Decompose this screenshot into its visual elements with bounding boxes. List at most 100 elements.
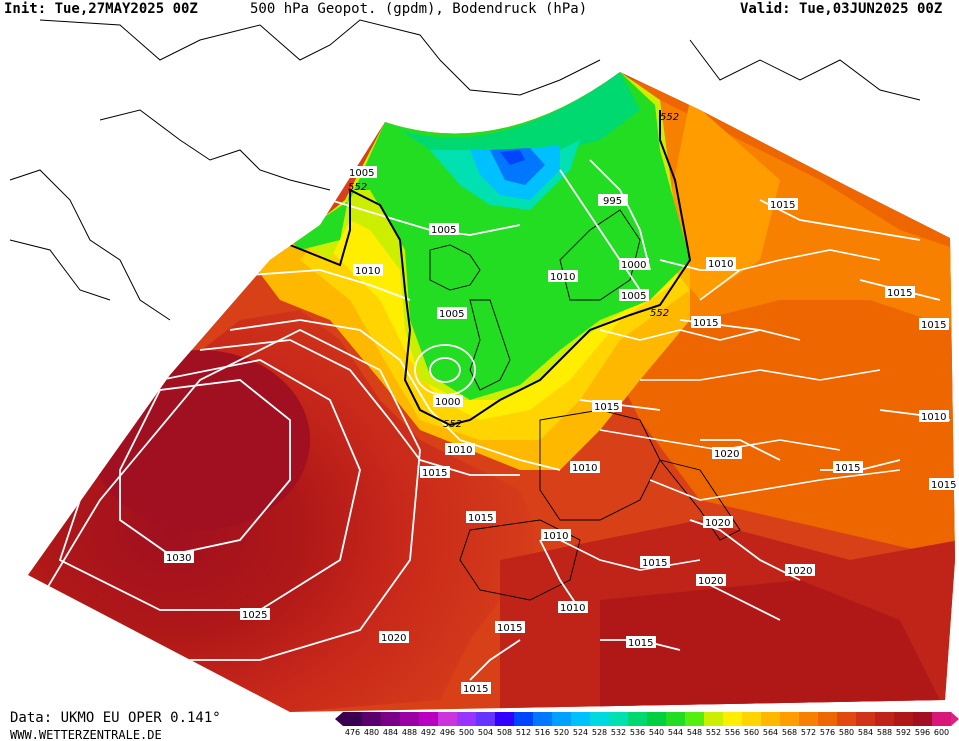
colorbar-label: 500 bbox=[458, 728, 475, 737]
gpdm-label: 552 bbox=[660, 112, 679, 123]
isobar-label: 1015 bbox=[833, 461, 863, 474]
svg-text:1000: 1000 bbox=[621, 260, 646, 271]
svg-text:1020: 1020 bbox=[381, 633, 406, 644]
svg-text:1005: 1005 bbox=[621, 291, 646, 302]
italy-outline bbox=[658, 459, 741, 541]
isobar-label: 1000 bbox=[433, 395, 463, 408]
svg-text:1010: 1010 bbox=[572, 463, 597, 474]
isobar-label: 1015 bbox=[768, 198, 798, 211]
colorbar-swatch bbox=[438, 712, 458, 726]
isobar-label: 1030 bbox=[164, 551, 194, 564]
svg-text:1015: 1015 bbox=[497, 623, 522, 634]
svg-text:1020: 1020 bbox=[698, 576, 723, 587]
colorbar-label: 532 bbox=[610, 728, 627, 737]
isobar-label: 1010 bbox=[919, 410, 949, 423]
svg-text:1010: 1010 bbox=[708, 259, 733, 270]
colorbar-label: 584 bbox=[857, 728, 874, 737]
colorbar-swatch bbox=[476, 712, 496, 726]
colorbar-swatch bbox=[552, 712, 572, 726]
svg-text:1010: 1010 bbox=[447, 445, 472, 456]
svg-text:1005: 1005 bbox=[349, 168, 374, 179]
colorbar-swatch bbox=[400, 712, 420, 726]
svg-text:1005: 1005 bbox=[431, 225, 456, 236]
colorbar-swatch bbox=[343, 712, 363, 726]
svg-text:1020: 1020 bbox=[714, 449, 739, 460]
colorbar-swatch bbox=[856, 712, 876, 726]
isobar-label: 1005 bbox=[347, 166, 377, 179]
colorbar-label: 592 bbox=[895, 728, 912, 737]
colorbar-swatch bbox=[666, 712, 686, 726]
colorbar-swatch bbox=[837, 712, 857, 726]
init-time: Init: Tue,27MAY2025 00Z bbox=[4, 1, 198, 17]
svg-text:1015: 1015 bbox=[693, 318, 718, 329]
website-credit: WWW.WETTERZENTRALE.DE bbox=[10, 728, 162, 741]
colorbar-swatch bbox=[875, 712, 895, 726]
colorbar-swatch bbox=[514, 712, 534, 726]
isobar-label: 1010 bbox=[548, 270, 578, 283]
isobar-label: 1020 bbox=[703, 516, 733, 529]
isobar-label: 1015 bbox=[626, 636, 656, 649]
colorbar-label: 560 bbox=[743, 728, 760, 737]
svg-text:1015: 1015 bbox=[628, 638, 653, 649]
colorbar-label: 552 bbox=[705, 728, 722, 737]
colorbar-label: 492 bbox=[420, 728, 437, 737]
isobar-label: 1015 bbox=[592, 400, 622, 413]
colorbar-swatch bbox=[932, 712, 952, 726]
svg-text:1015: 1015 bbox=[468, 513, 493, 524]
svg-text:1015: 1015 bbox=[887, 288, 912, 299]
colorbar-swatch bbox=[704, 712, 724, 726]
svg-text:1025: 1025 bbox=[242, 610, 267, 621]
svg-text:1010: 1010 bbox=[550, 272, 575, 283]
colorbar-swatch bbox=[590, 712, 610, 726]
isobar-label: 1020 bbox=[785, 564, 815, 577]
colorbar-label: 524 bbox=[572, 728, 589, 737]
isobar-label: 1000 bbox=[619, 258, 649, 271]
gpdm-label: 552 bbox=[650, 308, 669, 319]
colorbar-label: 596 bbox=[914, 728, 931, 737]
data-source: Data: UKMO EU OPER 0.141° bbox=[10, 710, 221, 726]
colorbar-swatch bbox=[628, 712, 648, 726]
svg-text:1010: 1010 bbox=[543, 531, 568, 542]
colorbar-label: 480 bbox=[363, 728, 380, 737]
svg-text:1020: 1020 bbox=[705, 518, 730, 529]
colorbar-swatch bbox=[495, 712, 515, 726]
colorbar-swatch bbox=[362, 712, 382, 726]
map-header: Init: Tue,27MAY2025 00Z 500 hPa Geopot. … bbox=[0, 0, 959, 20]
colorbar-label: 540 bbox=[648, 728, 665, 737]
isobar-label: 1015 bbox=[929, 478, 959, 491]
isobar-label: 995 bbox=[598, 194, 628, 207]
colorbar-labels: 476 480 484 488 492 496 500 504 508 512 516 520 524 5… bbox=[343, 728, 951, 740]
colorbar-label: 488 bbox=[401, 728, 418, 737]
svg-text:1030: 1030 bbox=[166, 553, 191, 564]
colorbar-label: 568 bbox=[781, 728, 798, 737]
colorbar-label: 548 bbox=[686, 728, 703, 737]
552-gpdm-line bbox=[289, 110, 692, 427]
isobar-label: 1010 bbox=[541, 529, 571, 542]
colorbar-swatch bbox=[723, 712, 743, 726]
svg-text:1015: 1015 bbox=[463, 684, 488, 695]
colorbar-swatch bbox=[609, 712, 629, 726]
colorbar-label: 528 bbox=[591, 728, 608, 737]
colorbar-swatch bbox=[381, 712, 401, 726]
isobar-label: 1015 bbox=[691, 316, 721, 329]
svg-text:1010: 1010 bbox=[355, 266, 380, 277]
isobar-label: 1020 bbox=[696, 574, 726, 587]
isobar-label: 1015 bbox=[466, 511, 496, 524]
colorbar-label: 512 bbox=[515, 728, 532, 737]
isobar-label: 1005 bbox=[619, 289, 649, 302]
colorbar-swatch bbox=[571, 712, 591, 726]
isobar-label: 1015 bbox=[885, 286, 915, 299]
colorbar-label: 536 bbox=[629, 728, 646, 737]
colorbar-swatch bbox=[799, 712, 819, 726]
colorbar-swatch bbox=[533, 712, 553, 726]
colorbar-label: 516 bbox=[534, 728, 551, 737]
svg-text:1015: 1015 bbox=[642, 558, 667, 569]
svg-text:1020: 1020 bbox=[787, 566, 812, 577]
colorbar-swatch bbox=[457, 712, 477, 726]
map-title: 500 hPa Geopot. (gpdm), Bodendruck (hPa) bbox=[250, 1, 588, 17]
land-outlines-north bbox=[9, 19, 921, 321]
colorbar-label: 520 bbox=[553, 728, 570, 737]
